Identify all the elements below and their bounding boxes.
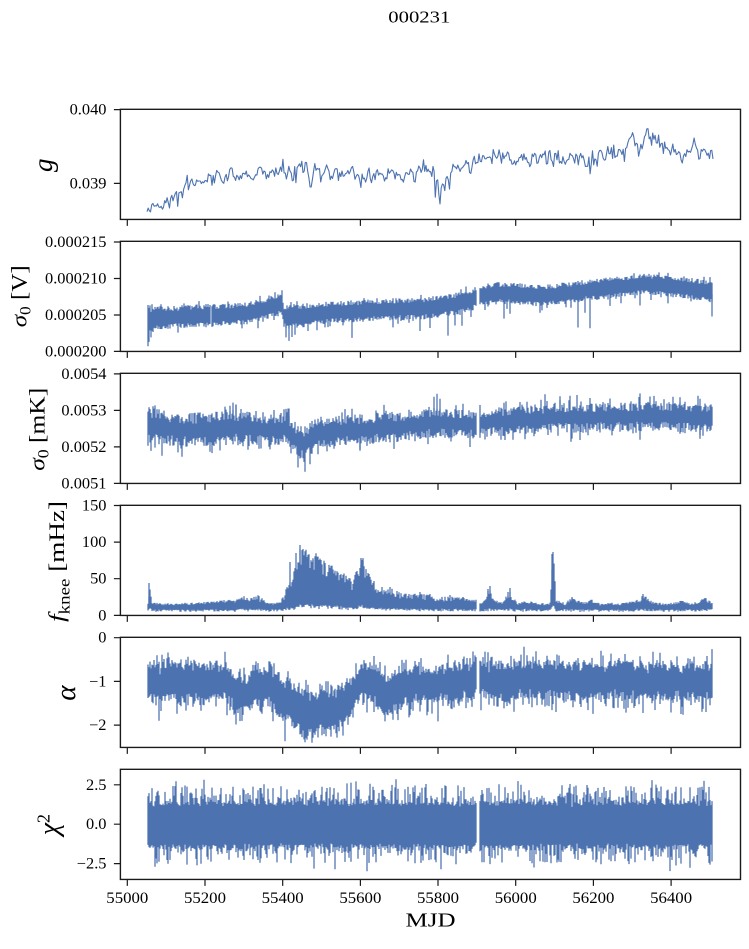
svg-text:56400: 56400 — [650, 890, 692, 907]
svg-text:0.000200: 0.000200 — [45, 343, 107, 360]
svg-text:0.0052: 0.0052 — [61, 439, 106, 456]
svg-text:56000: 56000 — [495, 890, 537, 907]
svg-text:55400: 55400 — [262, 890, 304, 907]
svg-text:σ0 [V]: σ0 [V] — [6, 265, 34, 327]
svg-text:50: 50 — [90, 571, 107, 588]
svg-text:0.0051: 0.0051 — [61, 475, 106, 492]
svg-text:55200: 55200 — [184, 890, 226, 907]
svg-text:0.0054: 0.0054 — [61, 366, 106, 383]
svg-text:fknee [mHz]: fknee [mHz] — [44, 501, 74, 622]
svg-text:0.000215: 0.000215 — [45, 234, 107, 251]
svg-text:0.000205: 0.000205 — [45, 307, 107, 324]
svg-text:MJD: MJD — [406, 910, 456, 932]
svg-text:000231: 000231 — [388, 7, 450, 26]
svg-text:55000: 55000 — [106, 890, 148, 907]
svg-text:0.0053: 0.0053 — [61, 402, 106, 419]
svg-text:55800: 55800 — [417, 890, 459, 907]
svg-text:g: g — [28, 159, 58, 173]
svg-text:0.039: 0.039 — [70, 175, 107, 192]
svg-text:α: α — [50, 685, 82, 701]
svg-text:−1: −1 — [89, 673, 106, 690]
svg-text:0.040: 0.040 — [70, 102, 107, 119]
svg-text:100: 100 — [82, 534, 107, 551]
svg-text:0: 0 — [98, 630, 106, 647]
svg-text:0.0: 0.0 — [86, 816, 107, 833]
svg-text:−2: −2 — [89, 717, 106, 734]
svg-text:−2.5: −2.5 — [77, 856, 107, 873]
svg-text:2.5: 2.5 — [86, 777, 107, 794]
svg-text:χ2: χ2 — [34, 814, 66, 838]
svg-text:150: 150 — [82, 498, 107, 515]
svg-text:56200: 56200 — [572, 890, 614, 907]
svg-text:σ0 [mK]: σ0 [mK] — [25, 388, 53, 471]
svg-text:0: 0 — [98, 607, 106, 624]
svg-text:0.000210: 0.000210 — [45, 271, 107, 288]
svg-text:55600: 55600 — [339, 890, 381, 907]
